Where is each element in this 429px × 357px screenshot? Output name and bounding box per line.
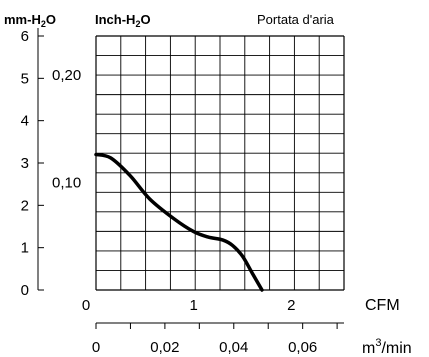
x-m3-tick-label: 0,04 — [219, 339, 248, 356]
x-m3-tick-label: 0 — [92, 339, 100, 356]
y-axis-inch: 0,10 0,20 — [52, 67, 81, 192]
y-tick-label: 2 — [21, 197, 29, 214]
y-tick-label: 1 — [21, 240, 29, 257]
y-axis-inch-label: Inch-H2O — [95, 12, 151, 29]
y-axis-mm: 0 1 2 3 4 5 6 — [21, 28, 44, 299]
x-axis-m3-label: m3/min — [362, 337, 412, 357]
x-cfm-tick-label: 0 — [82, 297, 90, 314]
y-inner-tick-label: 0,20 — [52, 67, 81, 84]
y-tick-label: 0 — [21, 282, 29, 299]
y-tick-label: 6 — [21, 28, 29, 45]
x-cfm-tick-label: 2 — [287, 297, 295, 314]
x-m3-tick-label: 0,02 — [150, 339, 179, 356]
y-axis-mm-label: mm-H2O — [4, 12, 56, 29]
x-cfm-tick-label: 1 — [189, 297, 197, 314]
x-axis-cfm: 0 1 2 — [82, 297, 296, 314]
curve-series — [94, 152, 264, 292]
y-inner-tick-label: 0,10 — [52, 174, 81, 191]
y-tick-label: 4 — [21, 113, 29, 130]
x-axis-cfm-label: CFM — [365, 297, 400, 314]
chart-title: Portata d'aria — [257, 12, 335, 27]
x-m3-tick-label: 0,06 — [288, 339, 317, 356]
x-axis-m3: 0 0,02 0,04 0,06 — [92, 322, 344, 356]
y-tick-label: 5 — [21, 70, 29, 87]
grid — [95, 35, 345, 291]
y-tick-label: 3 — [21, 155, 29, 172]
